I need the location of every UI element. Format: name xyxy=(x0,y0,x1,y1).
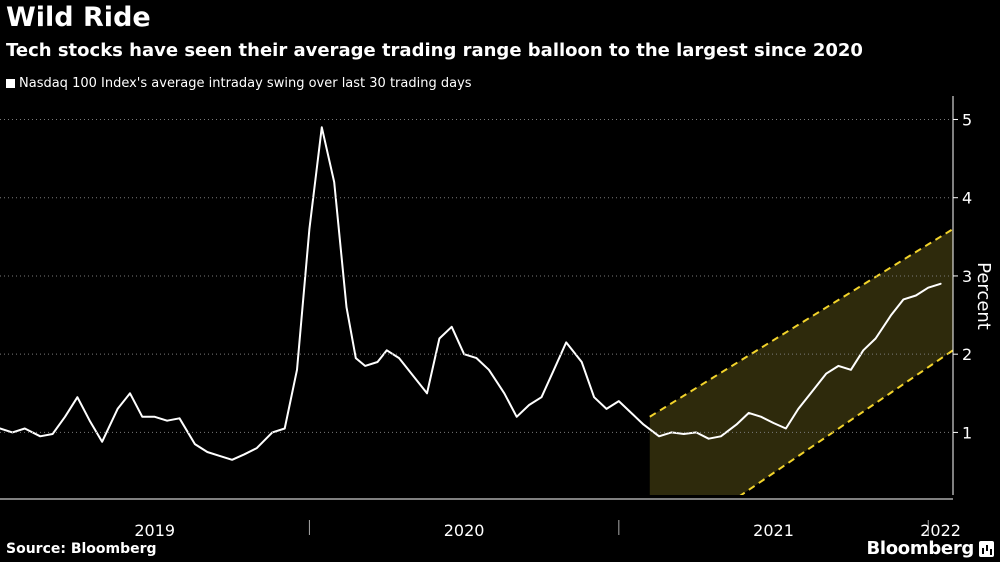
x-tick-label: 2020 xyxy=(444,521,485,540)
legend-label: Nasdaq 100 Index's average intraday swin… xyxy=(19,76,472,91)
y-axis-label: Percent xyxy=(973,262,994,330)
channel-band xyxy=(649,229,953,495)
y-tick-label: 4 xyxy=(962,189,972,208)
legend-swatch xyxy=(6,79,15,88)
bar-chart-icon xyxy=(979,541,994,557)
chart-title: Wild Ride xyxy=(6,2,151,33)
y-tick-label: 5 xyxy=(962,110,972,129)
x-tick-label: 2022 xyxy=(920,521,961,540)
y-tick-label: 3 xyxy=(962,267,972,286)
axis-layer: 1 2 3 4 5 Percent 2019 2020 2021 2022 xyxy=(0,96,994,540)
channel-lower-line xyxy=(739,349,953,495)
source-note: Source: Bloomberg xyxy=(6,541,157,557)
brand-logo: Bloomberg xyxy=(866,538,974,559)
legend: Nasdaq 100 Index's average intraday swin… xyxy=(6,76,472,91)
y-tick-label: 2 xyxy=(962,345,972,364)
chart-subtitle: Tech stocks have seen their average trad… xyxy=(6,40,863,61)
x-tick-label: 2019 xyxy=(134,521,175,540)
y-tick-label: 1 xyxy=(962,423,972,442)
x-tick-label: 2021 xyxy=(753,521,794,540)
channel-layer xyxy=(649,228,953,495)
